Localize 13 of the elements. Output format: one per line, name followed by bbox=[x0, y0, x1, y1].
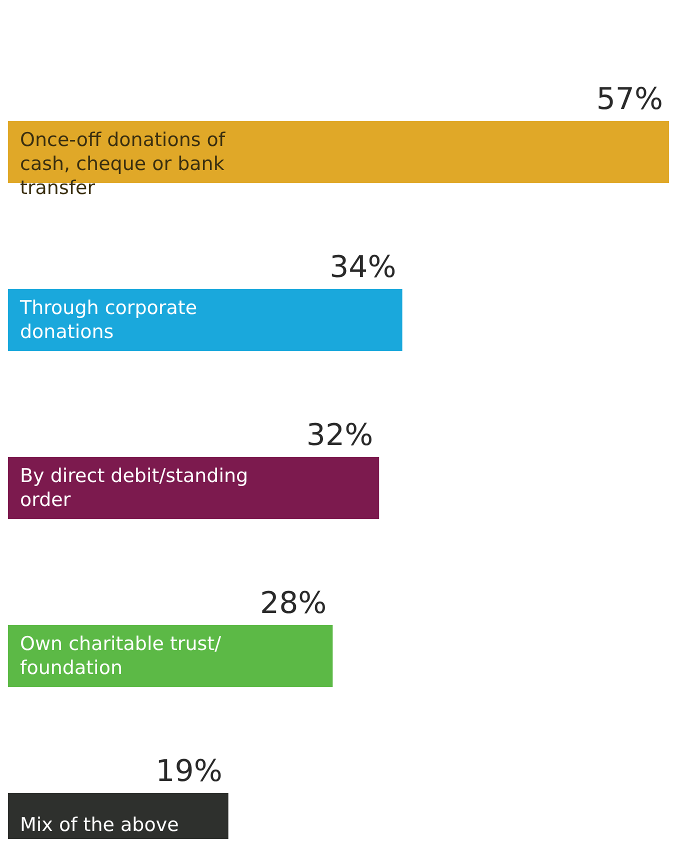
y-tick-label: Mix of the above bbox=[20, 814, 179, 836]
y-tick-label: By direct debit/standing order bbox=[20, 465, 248, 511]
data-label: 57% bbox=[596, 82, 663, 117]
bar bbox=[8, 457, 380, 519]
bar bbox=[8, 289, 402, 351]
bar bbox=[8, 625, 333, 687]
data-label: 28% bbox=[260, 586, 327, 621]
data-label: 19% bbox=[156, 754, 222, 789]
y-tick-label: Once-off donations of cash, cheque or bank transfer bbox=[20, 129, 226, 199]
data-label: 34% bbox=[330, 250, 396, 285]
y-tick-label: Through corporate donations bbox=[19, 297, 198, 343]
y-tick-label: Own charitable trust/ foundation bbox=[20, 633, 222, 679]
data-label: 32% bbox=[306, 418, 374, 453]
